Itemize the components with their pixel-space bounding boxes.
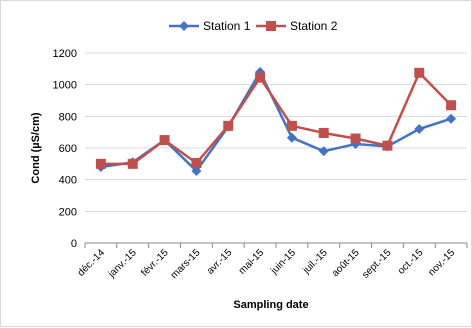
- y-tick-label: 0: [71, 238, 77, 250]
- y-axis-label: Cond (µS/cm): [30, 112, 42, 183]
- x-tick-label: juil.-15: [301, 247, 331, 277]
- y-tick-label: 600: [59, 143, 77, 155]
- legend-label: Station 2: [290, 19, 338, 33]
- legend: Station 1 Station 2: [169, 19, 338, 33]
- data-point: [95, 158, 106, 169]
- x-tick-label: août-15: [330, 247, 362, 279]
- data-point: [159, 135, 170, 146]
- legend-label: Station 1: [203, 19, 251, 33]
- data-point: [127, 158, 138, 169]
- data-point: [255, 72, 266, 83]
- x-tick-label: nov.-15: [426, 247, 457, 278]
- x-tick-label: sept.-15: [360, 247, 394, 281]
- x-tick-label: juin-15: [268, 247, 298, 277]
- x-tick-label: févr.-15: [139, 247, 171, 279]
- series-1: [95, 67, 457, 176]
- series-line: [100, 71, 452, 166]
- x-axis-label: Sampling date: [233, 299, 308, 311]
- legend-marker: [266, 21, 276, 31]
- y-tick-label: 200: [59, 206, 77, 218]
- series-layer: [95, 67, 457, 176]
- data-point: [286, 132, 297, 143]
- grid-lines: [85, 52, 467, 212]
- x-tick-label: oct.-15: [396, 247, 426, 277]
- legend-entry-1: Station 1: [169, 19, 251, 33]
- y-tick-label: 800: [59, 111, 77, 123]
- data-point: [223, 120, 234, 131]
- legend-entry-2: Station 2: [256, 19, 338, 33]
- x-tick-label: mars-15: [169, 247, 203, 281]
- y-tick-label: 1000: [53, 80, 77, 92]
- data-point: [350, 133, 361, 144]
- data-point: [414, 124, 425, 134]
- data-point: [286, 120, 297, 131]
- y-tick-label: 1200: [53, 48, 77, 60]
- data-point: [446, 113, 457, 124]
- data-point: [414, 67, 425, 78]
- x-tick-label: janv.-15: [106, 247, 139, 280]
- y-tick-label: 400: [59, 175, 77, 187]
- data-point: [318, 127, 329, 138]
- data-point: [446, 100, 457, 111]
- data-point: [191, 158, 202, 169]
- series-2: [95, 67, 457, 169]
- data-point: [382, 140, 393, 151]
- data-point: [191, 165, 202, 176]
- x-tick-label: mai-15: [237, 247, 267, 277]
- data-point: [318, 146, 329, 157]
- x-tick-label: déc.-14: [76, 247, 108, 279]
- legend-marker: [179, 21, 189, 31]
- x-tick-label: avr.-15: [205, 247, 235, 277]
